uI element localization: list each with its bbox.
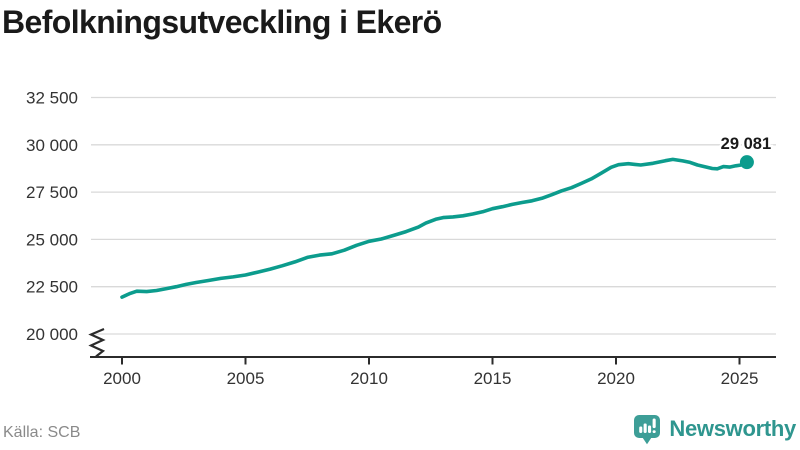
- y-tick-label: 20 000: [26, 325, 78, 344]
- y-tick-label: 32 500: [26, 89, 78, 108]
- latest-value-label: 29 081: [721, 135, 771, 153]
- x-tick-label: 2005: [227, 369, 265, 388]
- population-line: [120, 157, 749, 299]
- y-tick-label: 27 500: [26, 183, 78, 202]
- chart-title: Befolkningsutveckling i Ekerö: [2, 4, 442, 40]
- x-tick-label: 2020: [597, 369, 635, 388]
- newsworthy-logo: Newsworthy: [632, 413, 796, 445]
- x-tick-label: 2010: [350, 369, 388, 388]
- source-label: Källa: SCB: [3, 424, 81, 441]
- axis-break-icon: [88, 327, 106, 358]
- x-tick-label: 2000: [103, 369, 141, 388]
- x-tick-label: 2025: [721, 369, 759, 388]
- x-tick-label: 2015: [474, 369, 512, 388]
- latest-point-marker: [739, 155, 754, 170]
- newsworthy-wordmark: Newsworthy: [669, 416, 796, 441]
- y-tick-label: 22 500: [26, 278, 78, 297]
- y-tick-label: 25 000: [26, 230, 78, 249]
- newsworthy-bubble-chart-icon: [634, 415, 661, 445]
- y-tick-label: 30 000: [26, 136, 78, 155]
